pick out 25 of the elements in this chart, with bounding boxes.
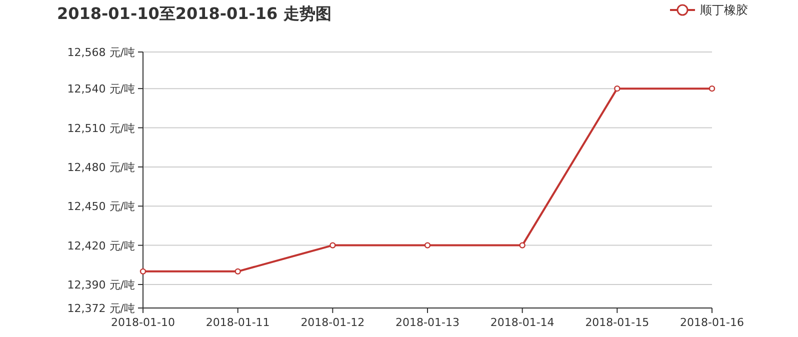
y-tick-label: 12,510 元/吨: [67, 122, 135, 135]
point: [234, 268, 241, 275]
x-tick-label: 2018-01-10: [111, 316, 175, 329]
point: [519, 242, 526, 248]
x-tick-label: 2018-01-13: [396, 316, 460, 329]
y-tick-label: 12,450 元/吨: [67, 200, 135, 214]
chart-title: 2018-01-10至2018-01-16 走势图: [57, 4, 332, 23]
x-tick-label: 2018-01-12: [300, 316, 365, 329]
point: [424, 242, 431, 248]
x-tick-label: 2018-01-15: [585, 316, 650, 329]
y-tick-label: 12,480 元/吨: [67, 160, 135, 174]
point: [708, 85, 716, 92]
legend-item: 顺丁橡胶: [670, 3, 748, 17]
y-tick-label: 12,390 元/吨: [67, 278, 135, 292]
y-tick-label: 12,420 元/吨: [67, 239, 135, 252]
x-tick-label: 2018-01-14: [490, 316, 554, 329]
y-tick-label: 12,540 元/吨: [67, 82, 135, 96]
y-tick-label: 12,372 元/吨: [67, 302, 135, 315]
x-tick-label: 2018-01-11: [206, 316, 270, 329]
y-tick-label: 12,568 元/吨: [67, 46, 135, 59]
x-tick-label: 2018-01-16: [680, 316, 744, 329]
point: [614, 85, 620, 92]
legend-label: 顺丁橡胶: [700, 3, 748, 17]
point: [140, 268, 146, 275]
point: [330, 242, 336, 248]
